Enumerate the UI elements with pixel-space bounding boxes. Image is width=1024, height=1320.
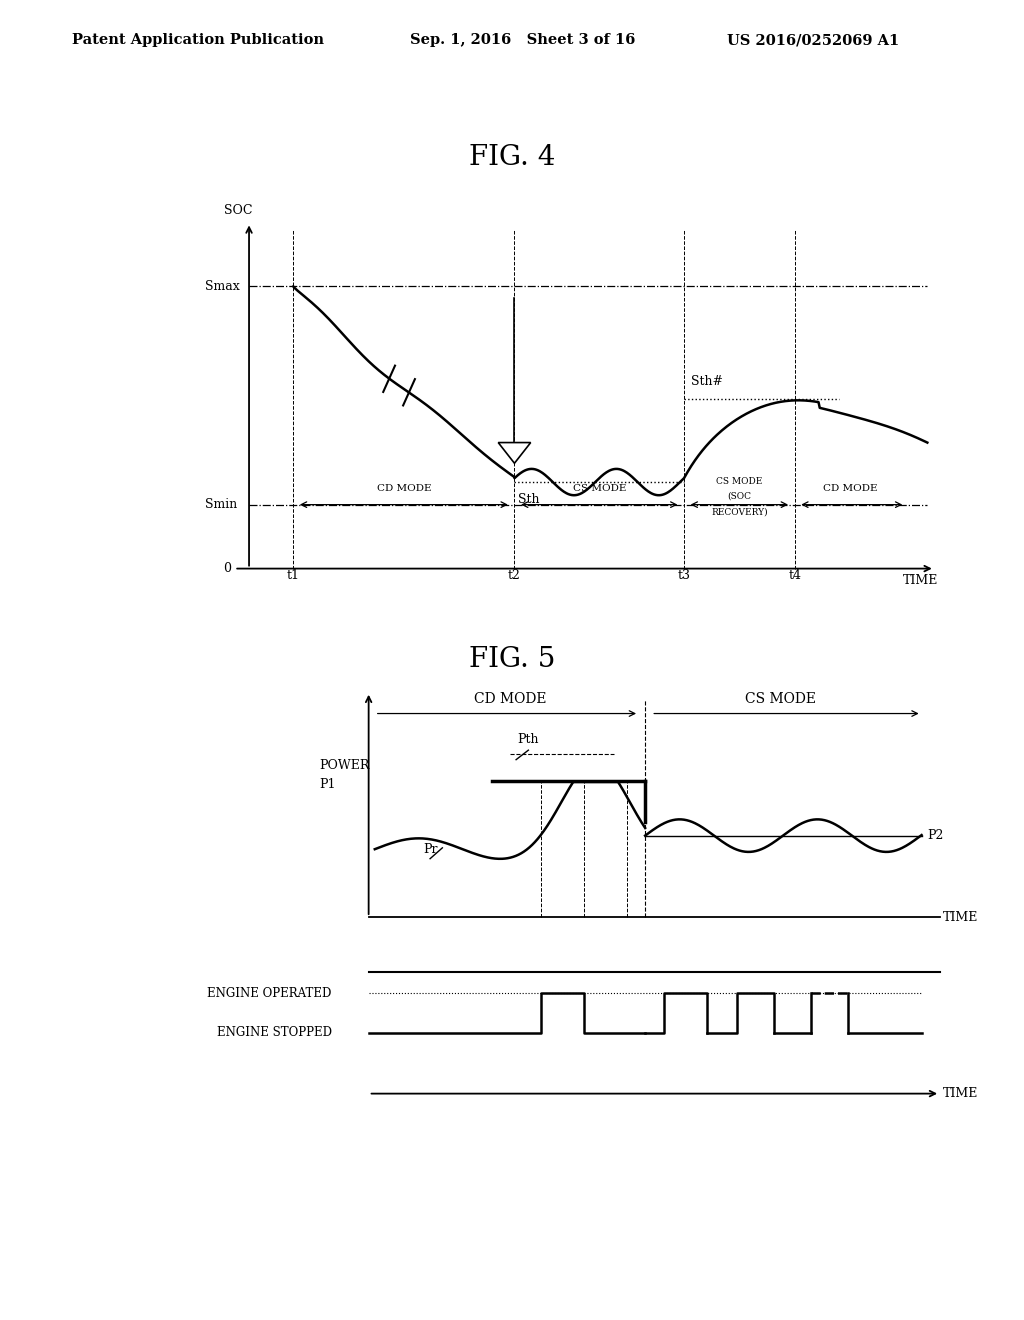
Text: FIG. 5: FIG. 5: [469, 645, 555, 673]
Text: t1: t1: [287, 569, 300, 582]
Text: 0: 0: [223, 562, 231, 576]
Text: P1: P1: [319, 777, 336, 791]
Text: CD MODE: CD MODE: [822, 484, 878, 494]
Text: (SOC: (SOC: [727, 492, 752, 502]
Text: Sth#: Sth#: [691, 375, 723, 388]
Text: Smax: Smax: [205, 280, 240, 293]
Text: TIME: TIME: [943, 1088, 979, 1100]
Text: CD MODE: CD MODE: [377, 484, 431, 494]
Text: Sep. 1, 2016   Sheet 3 of 16: Sep. 1, 2016 Sheet 3 of 16: [410, 33, 635, 48]
Text: POWER: POWER: [319, 759, 370, 772]
Text: CD MODE: CD MODE: [474, 692, 546, 706]
Text: Pr: Pr: [423, 842, 437, 855]
Text: t4: t4: [788, 569, 801, 582]
Text: TIME: TIME: [903, 574, 938, 587]
Text: CS MODE: CS MODE: [572, 484, 626, 494]
Text: ENGINE STOPPED: ENGINE STOPPED: [217, 1027, 332, 1039]
Text: RECOVERY): RECOVERY): [711, 507, 768, 516]
Text: CS MODE: CS MODE: [744, 692, 816, 706]
Text: Smin: Smin: [205, 498, 237, 511]
Text: SOC: SOC: [223, 203, 252, 216]
Text: Patent Application Publication: Patent Application Publication: [72, 33, 324, 48]
Text: t2: t2: [508, 569, 521, 582]
Text: ENGINE OPERATED: ENGINE OPERATED: [208, 987, 332, 1001]
Text: FIG. 4: FIG. 4: [469, 144, 555, 172]
Text: Pth: Pth: [518, 733, 539, 746]
Text: US 2016/0252069 A1: US 2016/0252069 A1: [727, 33, 899, 48]
Text: P2: P2: [928, 829, 944, 842]
Text: t3: t3: [678, 569, 690, 582]
Text: TIME: TIME: [943, 911, 979, 924]
Text: Sth: Sth: [518, 494, 540, 507]
Polygon shape: [499, 442, 530, 463]
Text: CS MODE: CS MODE: [716, 477, 763, 486]
